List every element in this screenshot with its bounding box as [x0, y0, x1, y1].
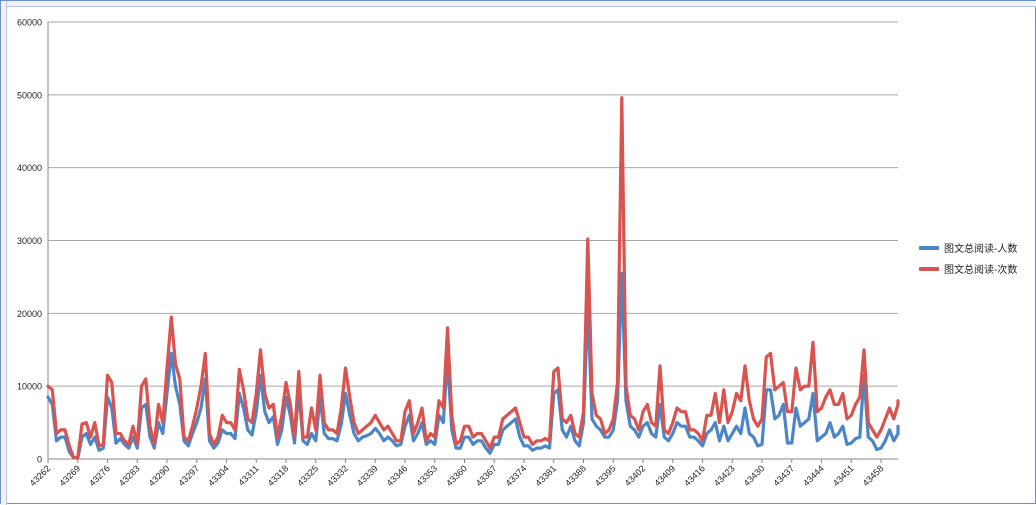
x-tick-label: 43444: [801, 463, 826, 488]
x-tick-label: 43290: [147, 463, 172, 488]
legend-label-readers: 图文总阅读-人数: [944, 244, 1018, 255]
x-tick-label: 43276: [87, 463, 112, 488]
x-tick-label: 43409: [652, 463, 677, 488]
series-lines: [46, 96, 900, 460]
legend: 图文总阅读-人数 图文总阅读-次数: [919, 237, 1017, 279]
legend-swatch-readers: [919, 245, 939, 250]
y-tick-label: 40000: [17, 163, 42, 173]
y-tick-label: 30000: [17, 236, 42, 246]
x-tick-label: 43360: [444, 463, 469, 488]
x-tick-label: 43325: [295, 463, 320, 488]
y-tick-label: 0: [37, 455, 42, 465]
y-tick-labels: 0 10000 20000 30000 40000 50000 60000: [17, 18, 42, 465]
series-line-0: [46, 271, 900, 460]
x-tick-label: 43381: [533, 463, 558, 488]
y-tick-label: 10000: [17, 382, 42, 392]
y-tick-label: 20000: [17, 309, 42, 319]
gridlines: [48, 21, 898, 387]
legend-item-readers: 图文总阅读-人数: [919, 237, 1017, 258]
x-tick-label: 43430: [742, 463, 767, 488]
x-tick-label: 43458: [861, 463, 886, 488]
x-tick-label: 43346: [385, 463, 410, 488]
left-ruler: [1, 1, 7, 505]
x-tick-label: 43304: [206, 463, 231, 488]
x-tick-label: 43416: [682, 463, 707, 488]
x-tick-label: 43423: [712, 463, 737, 488]
x-tick-label: 43318: [266, 463, 291, 488]
x-tick-label: 43437: [771, 463, 796, 488]
legend-swatch-reads: [919, 266, 939, 271]
y-tick-label: 60000: [17, 18, 42, 28]
x-tick-label: 43297: [176, 463, 201, 488]
x-tick-label: 43339: [355, 463, 380, 488]
x-tick-label: 43367: [474, 463, 499, 488]
x-tick-label: 43353: [414, 463, 439, 488]
x-tick-label: 43395: [593, 463, 618, 488]
x-tick-label: 43269: [57, 463, 82, 488]
x-tick-label: 43311: [236, 463, 260, 487]
series-line-1: [46, 96, 900, 460]
x-tick-label: 43332: [325, 463, 350, 488]
x-tick-label: 43374: [504, 463, 529, 488]
y-tick-label: 50000: [17, 90, 42, 100]
x-tick-label: 43451: [831, 463, 856, 488]
x-tick-label: 43262: [28, 463, 53, 488]
x-tick-label: 43283: [117, 463, 142, 488]
legend-label-reads: 图文总阅读-次数: [944, 265, 1018, 276]
legend-item-reads: 图文总阅读-次数: [919, 258, 1017, 279]
x-tick-label: 43402: [623, 463, 648, 488]
top-ruler: [1, 1, 1036, 7]
x-tick-labels: 43262 43269 43276 43283 43290 43297 43304 43311…: [28, 459, 886, 488]
x-tick-label: 43388: [563, 463, 588, 488]
